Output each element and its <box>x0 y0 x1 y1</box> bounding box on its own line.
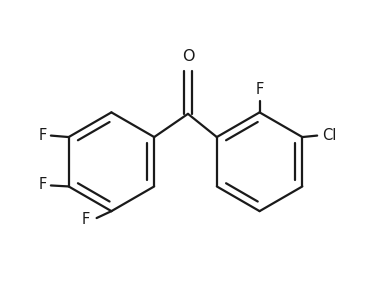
Text: F: F <box>39 128 47 143</box>
Text: Cl: Cl <box>322 128 336 143</box>
Text: F: F <box>39 177 47 192</box>
Text: O: O <box>182 49 194 64</box>
Text: F: F <box>256 82 264 97</box>
Text: F: F <box>82 212 90 227</box>
